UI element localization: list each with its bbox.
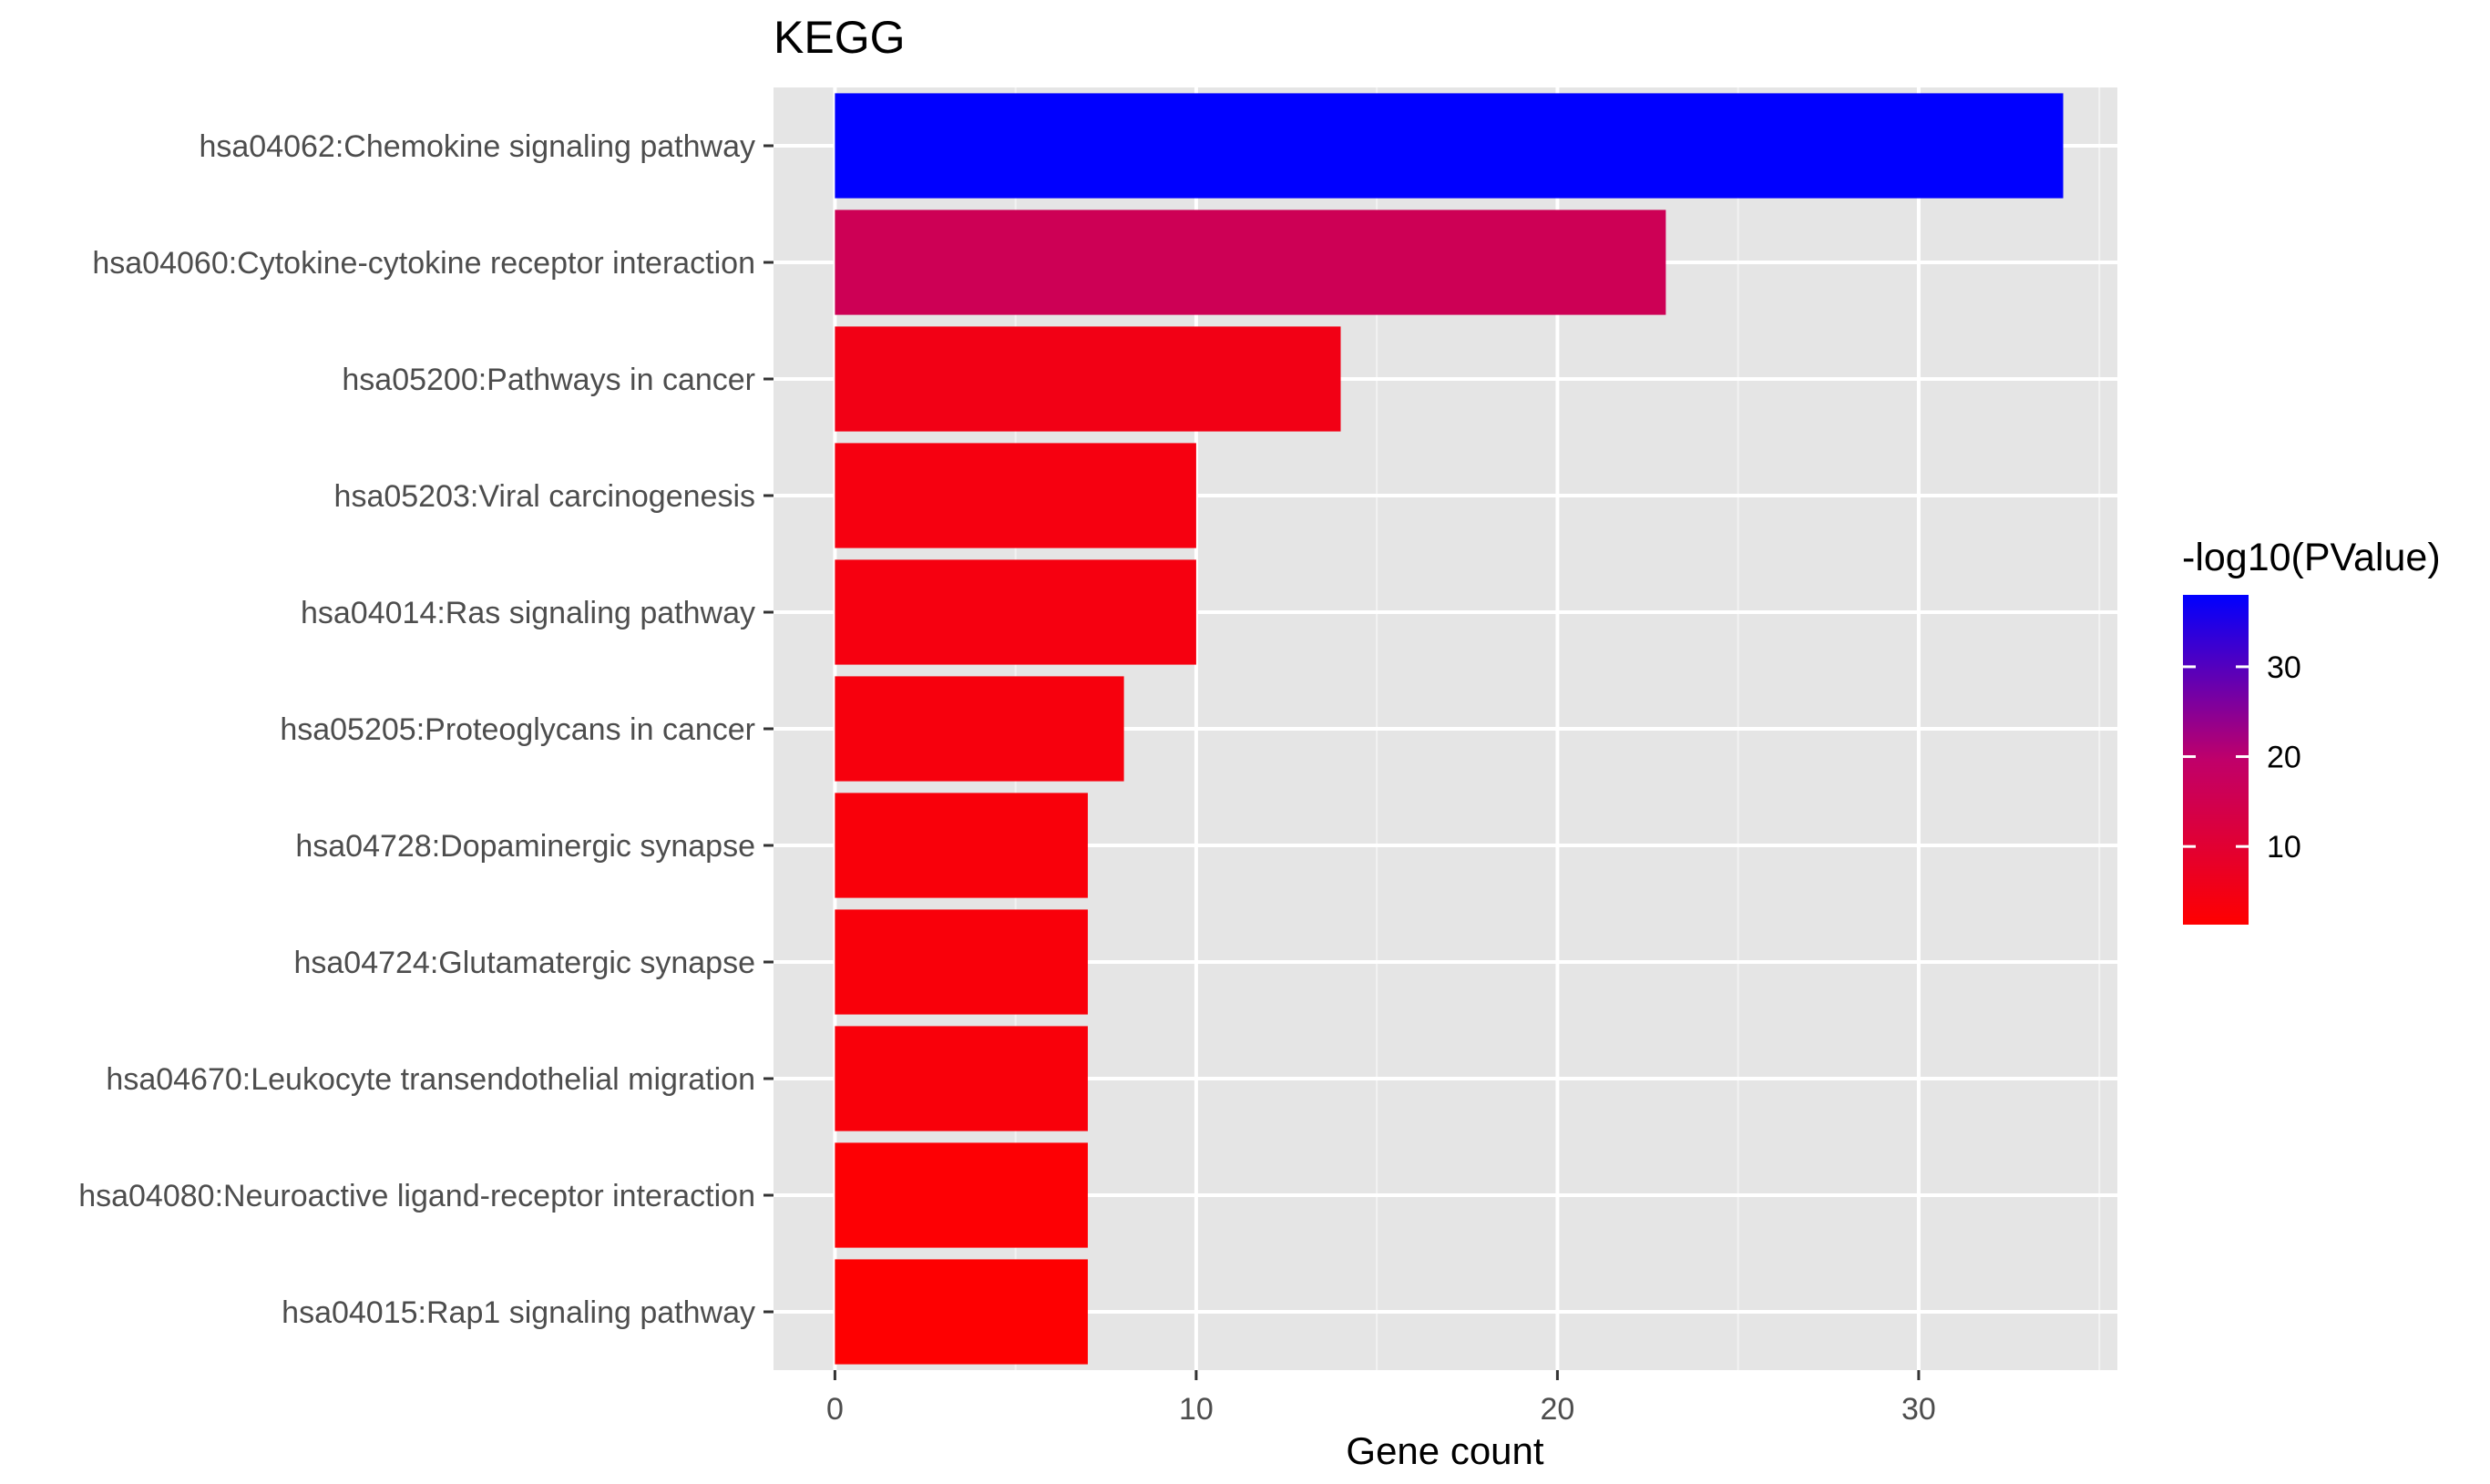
y-tick-label: hsa04060:Cytokine-cytokine receptor inte… [92,246,755,281]
legend: -log10(PValue) 10 20 30 [2182,536,2441,925]
bar [835,909,1088,1015]
x-tick-label: 20 [1541,1392,1575,1427]
legend-tick-label: 30 [2267,650,2301,685]
y-axis-labels: hsa04062:Chemokine signaling pathway hsa0… [78,129,774,1330]
chart-title: KEGG [774,12,905,63]
legend-title: -log10(PValue) [2182,536,2441,579]
bar [835,443,1196,548]
bar [835,676,1124,782]
legend-tick-label: 10 [2267,830,2301,865]
y-tick-label: hsa04670:Leukocyte transendothelial migr… [106,1062,755,1097]
x-tick-label: 30 [1901,1392,1936,1427]
x-axis-title: Gene count [1346,1429,1543,1472]
bar [835,210,1666,315]
y-tick-label: hsa05200:Pathways in cancer [342,363,755,397]
y-tick-label: hsa05203:Viral carcinogenesis [334,479,755,514]
bar [835,793,1088,898]
bar [835,1142,1088,1248]
bar [835,93,2064,199]
bar [835,559,1196,665]
bar [835,326,1341,432]
legend-ticks: 10 20 30 [2183,650,2301,865]
y-tick-label: hsa04015:Rap1 signaling pathway [282,1295,755,1330]
y-tick-label: hsa04062:Chemokine signaling pathway [199,129,755,164]
bar [835,1026,1088,1131]
y-tick-label: hsa05205:Proteoglycans in cancer [280,712,755,747]
legend-colorbar [2183,595,2249,925]
legend-tick-label: 20 [2267,741,2301,775]
bar [835,1259,1088,1365]
x-axis-ticks: 0 10 20 30 [826,1370,1936,1427]
x-tick-label: 0 [826,1392,844,1427]
y-tick-label: hsa04080:Neuroactive ligand-receptor int… [78,1179,755,1213]
bars [835,93,2064,1365]
y-tick-label: hsa04014:Ras signaling pathway [301,596,755,630]
y-tick-label: hsa04728:Dopaminergic synapse [295,829,755,864]
x-tick-label: 10 [1179,1392,1214,1427]
y-tick-label: hsa04724:Glutamatergic synapse [293,946,755,980]
